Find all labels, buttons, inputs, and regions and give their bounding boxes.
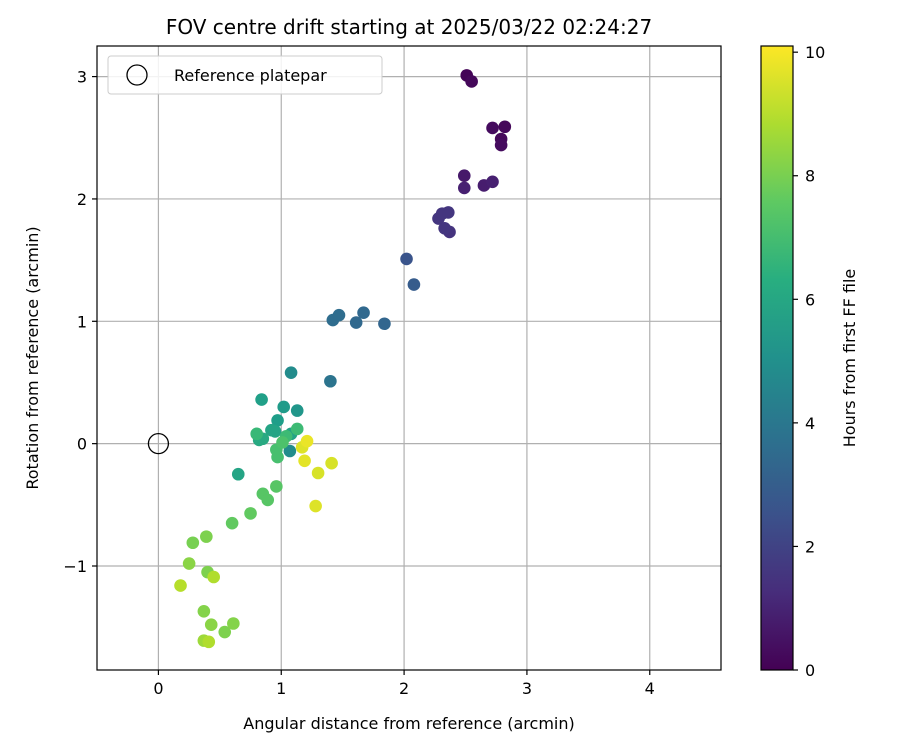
data-point — [498, 120, 512, 134]
data-point — [357, 306, 370, 320]
y-axis-label: Rotation from reference (arcmin) — [23, 226, 42, 489]
data-point — [200, 530, 213, 543]
legend-box — [107, 55, 383, 95]
plot-background — [97, 46, 721, 670]
data-point — [332, 308, 346, 322]
data-point — [207, 570, 220, 584]
data-point — [186, 536, 200, 550]
colorbar-tick-label: 4 — [805, 414, 815, 433]
data-point — [270, 480, 283, 493]
data-point — [225, 516, 239, 530]
chart-title: FOV centre drift starting at 2025/03/22 … — [166, 15, 652, 39]
x-tick-label: 2 — [399, 679, 409, 698]
data-point — [349, 316, 363, 329]
legend: Reference platepar — [107, 55, 383, 95]
data-point — [494, 138, 508, 152]
data-point — [457, 181, 471, 195]
data-point — [182, 557, 196, 570]
data-point — [271, 414, 284, 427]
x-axis-ticks: 0 1 2 3 4 — [153, 670, 655, 698]
data-point — [174, 579, 187, 592]
y-tick-label: −1 — [63, 557, 87, 576]
data-point — [300, 434, 314, 448]
colorbar-gradient — [760, 45, 794, 671]
data-point — [311, 466, 325, 480]
x-tick-label: 0 — [153, 679, 163, 698]
data-point — [204, 618, 218, 632]
data-point — [438, 222, 451, 235]
data-point — [227, 617, 240, 630]
data-point — [290, 422, 304, 436]
y-tick-label: 1 — [77, 312, 87, 331]
y-tick-label: 0 — [77, 435, 87, 454]
data-point — [268, 425, 282, 438]
data-point — [290, 404, 304, 417]
data-points — [174, 69, 512, 649]
data-point — [218, 625, 232, 639]
x-tick-label: 1 — [276, 679, 286, 698]
reference-marker-layer — [147, 432, 170, 455]
colorbar-tick-label: 0 — [805, 661, 815, 680]
x-tick-label: 3 — [522, 679, 532, 698]
data-point — [250, 427, 263, 441]
y-axis-ticks: −1 0 1 2 3 — [63, 68, 97, 576]
y-tick-label: 3 — [77, 68, 87, 87]
data-point — [407, 278, 421, 291]
colorbar-label: Hours from first FF file — [840, 269, 859, 448]
data-point — [197, 604, 211, 618]
data-point — [284, 366, 298, 379]
plot-area: 0 1 2 3 4 −1 0 1 2 3 — [63, 45, 722, 698]
colorbar-tick-label: 8 — [805, 167, 815, 186]
data-point — [255, 393, 268, 406]
data-point — [276, 436, 289, 449]
data-point — [271, 450, 284, 464]
data-point — [378, 317, 391, 331]
data-point — [325, 456, 338, 470]
plot-frame — [96, 45, 722, 671]
colorbar-ticks: 0 2 4 6 8 10 — [793, 43, 825, 680]
data-point — [465, 75, 478, 88]
data-point — [324, 374, 337, 388]
data-point — [277, 400, 291, 414]
data-point — [309, 499, 322, 513]
y-tick-label: 2 — [77, 190, 87, 209]
data-point — [486, 175, 499, 189]
data-point — [202, 635, 216, 649]
colorbar: 0 2 4 6 8 10 Hours from first FF file — [760, 43, 859, 680]
data-point — [400, 252, 413, 266]
grid-lines — [97, 46, 721, 670]
data-point — [244, 507, 257, 520]
data-point — [442, 206, 455, 219]
colorbar-tick-label: 6 — [805, 290, 815, 309]
data-point — [486, 121, 499, 135]
colorbar-tick-label: 2 — [805, 537, 815, 556]
data-point — [283, 444, 297, 458]
legend-label-reference: Reference platepar — [174, 66, 327, 85]
colorbar-tick-label: 10 — [805, 43, 825, 62]
x-tick-label: 4 — [645, 679, 655, 698]
data-point — [457, 169, 471, 182]
data-point — [231, 467, 245, 481]
data-point — [298, 454, 311, 468]
x-axis-label: Angular distance from reference (arcmin) — [243, 714, 574, 733]
data-point — [261, 493, 275, 507]
legend-reference-marker — [126, 64, 148, 86]
reference-platepar-marker — [147, 432, 170, 455]
